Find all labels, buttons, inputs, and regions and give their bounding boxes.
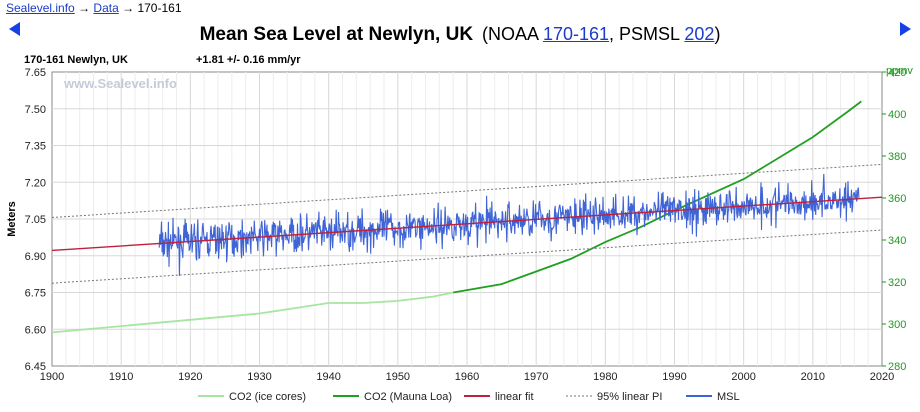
legend-linear-fit-label: linear fit [495, 391, 534, 403]
msl-line [158, 173, 860, 276]
chart-title: Mean Sea Level at Newlyn, UK [199, 24, 474, 45]
y2-tick-label: 420 [888, 67, 906, 79]
x-tick-label: 2020 [870, 371, 894, 383]
station-label: 170-161 Newlyn, UK [24, 54, 128, 66]
y2-tick-label: 320 [888, 277, 906, 289]
y-tick-label: 7.35 [25, 141, 46, 153]
y-tick-label: 7.20 [25, 177, 46, 189]
axes: 1900 1910 1920 1930 1940 1950 1960 1970 1980 1990… [6, 65, 913, 383]
x-tick-label: 1990 [662, 371, 686, 383]
y2-tick-label: 340 [888, 235, 906, 247]
y-tick-label: 6.60 [25, 324, 46, 336]
legend-msl-label: MSL [717, 391, 740, 403]
x-tick-label: 2010 [801, 371, 825, 383]
linear-fit-line [51, 196, 883, 252]
x-tick-label: 1920 [178, 371, 202, 383]
y2-tick-label: 280 [888, 361, 906, 373]
y-axis-label: Meters [6, 201, 18, 236]
grid [51, 71, 883, 367]
y2-tick-label: 380 [888, 151, 906, 163]
breadcrumb: Sealevel.info → Data → 170-161 [6, 1, 182, 15]
y-tick-label: 7.05 [25, 214, 46, 226]
breadcrumb-arrow: → [78, 1, 91, 15]
x-tick-label: 1970 [524, 371, 548, 383]
y2-axis-label: ppmv [886, 65, 913, 77]
pi-upper-line [51, 163, 883, 218]
title-open: (NOAA [481, 24, 543, 44]
x-tick-label: 1900 [40, 371, 64, 383]
breadcrumb-arrow: → [122, 1, 135, 15]
breadcrumb-data-link[interactable]: Data [93, 1, 119, 15]
breadcrumb-home-link[interactable]: Sealevel.info [6, 1, 75, 15]
y-tick-label: 6.90 [25, 251, 46, 263]
x-tick-label: 1950 [386, 371, 410, 383]
y-tick-label: 7.65 [25, 67, 46, 79]
breadcrumb-current: 170-161 [137, 1, 182, 15]
co2-ice-cores-line [51, 291, 454, 334]
legend-95-linear-pi-label: 95% linear PI [597, 391, 662, 403]
x-tick-label: 1910 [109, 371, 133, 383]
page-title: Mean Sea Level at Newlyn, UK (NOAA 170-1… [0, 24, 920, 46]
co2-mauna-loa-line [453, 100, 862, 294]
x-tick-label: 1930 [247, 371, 271, 383]
x-tick-label: 1940 [316, 371, 340, 383]
title-source: (NOAA 170-161, PSMSL 202) [482, 24, 720, 44]
pi-lower-line [51, 229, 883, 284]
previous-station-arrow-icon[interactable] [9, 22, 20, 36]
next-station-arrow-icon[interactable] [900, 22, 911, 36]
legend: CO2 (ice cores) CO2 (Mauna Loa) linear fit… [198, 391, 740, 403]
title-close: ) [714, 24, 721, 44]
x-tick-label: 2000 [731, 371, 755, 383]
noaa-station-link[interactable]: 170-161 [542, 24, 610, 44]
y2-tick-label: 360 [888, 193, 906, 205]
title-mid: , PSMSL [609, 24, 685, 44]
trend-label: +1.81 +/- 0.16 mm/yr [196, 54, 301, 66]
y2-tick-label: 400 [888, 109, 906, 121]
y-tick-label: 6.45 [25, 361, 46, 373]
legend-co2-mauna-loa-label: CO2 (Mauna Loa) [364, 391, 452, 403]
y-tick-label: 7.50 [25, 104, 46, 116]
series [51, 100, 883, 334]
legend-co2-ice-cores-label: CO2 (ice cores) [229, 391, 306, 403]
psmsl-station-link[interactable]: 202 [684, 24, 715, 44]
y2-tick-label: 300 [888, 319, 906, 331]
x-tick-label: 1960 [455, 371, 479, 383]
y-tick-label: 6.75 [25, 288, 46, 300]
x-tick-label: 1980 [593, 371, 617, 383]
watermark: www.Sealevel.info [63, 76, 177, 91]
